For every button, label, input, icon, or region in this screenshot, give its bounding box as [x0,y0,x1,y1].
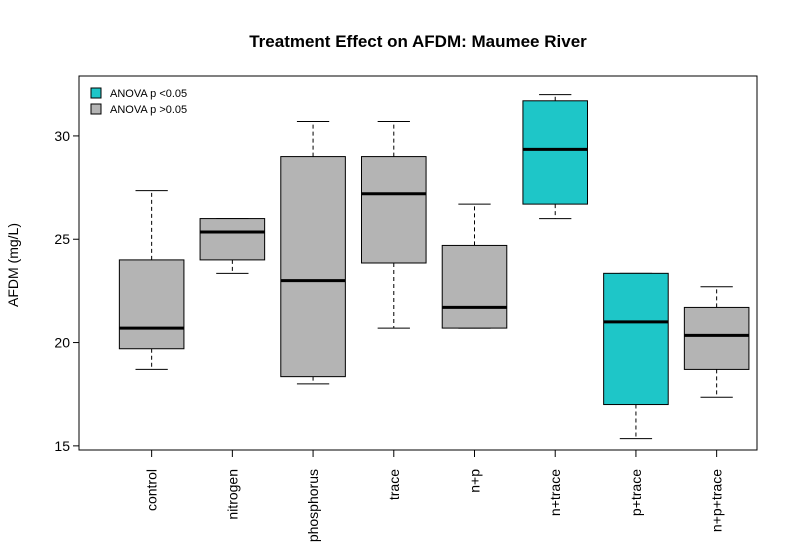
box-body [118,259,185,350]
chart-title: Treatment Effect on AFDM: Maumee River [249,32,587,51]
y-tick-label: 25 [54,231,70,247]
x-tick-label: control [144,469,160,511]
box-body [603,272,669,406]
box-phosphorus [280,120,346,385]
box-body [683,306,750,370]
x-tick-label: n+trace [547,469,563,516]
y-tick-label: 30 [54,128,70,144]
x-tick-label: nitrogen [224,469,240,520]
legend-label: ANOVA p <0.05 [110,88,187,100]
x-tick-label: n+p+trace [709,469,725,532]
box-body [199,218,266,261]
box-n+trace [522,94,589,220]
x-tick-label: phosphorus [305,469,321,542]
box-trace [361,120,427,329]
box-body [522,100,589,205]
box-n+p+trace [683,286,750,398]
x-tick-label: n+p [467,469,483,493]
y-tick-label: 15 [54,438,70,454]
box-body [280,156,346,378]
y-axis-label: AFDM (mg/L) [5,223,21,307]
y-axis: 15 20 25 30 [54,128,80,454]
box-body [361,156,427,264]
box-nitrogen [199,218,266,274]
legend-swatch [90,103,102,115]
legend-label: ANOVA p >0.05 [110,104,187,116]
box-p+trace [603,272,669,440]
y-tick-label: 20 [54,335,70,351]
box-body [441,244,508,329]
x-tick-label: p+trace [628,469,644,516]
legend: ANOVA p <0.05 ANOVA p >0.05 [90,87,187,116]
box-control [118,190,185,370]
legend-swatch [90,87,102,99]
x-axis: control nitrogen phosphorus trace n+p n+trace… [144,449,725,542]
box-n+p [441,203,508,329]
boxes-layer [118,94,750,440]
x-tick-label: trace [386,469,402,500]
